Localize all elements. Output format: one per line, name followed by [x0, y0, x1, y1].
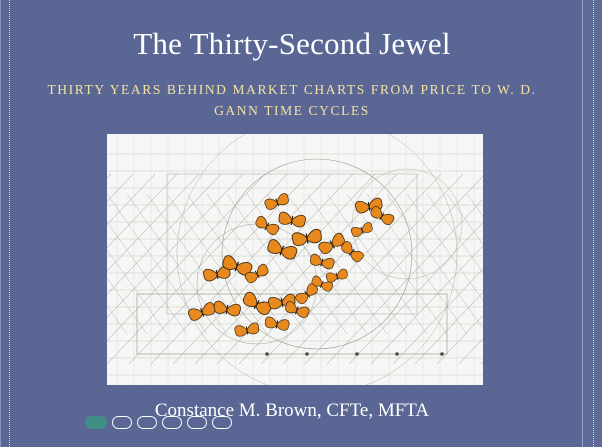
butterflies-geometry-drawing-icon [107, 134, 483, 385]
book-title: The Thirty-Second Jewel [133, 26, 451, 61]
book-subtitle: THIRTY YEARS BEHIND MARKET CHARTS FROM P… [47, 82, 537, 118]
pagination-dot-5[interactable] [187, 416, 207, 429]
cover-artwork [107, 134, 483, 385]
cover-edge-line [9, 0, 10, 447]
page-edge-line [593, 0, 594, 447]
book-cover: The Thirty-Second Jewel THIRTY YEARS BEH… [0, 0, 582, 447]
next-page-edge [582, 0, 602, 447]
pagination-dot-1[interactable] [85, 416, 107, 429]
carousel-pagination [85, 416, 232, 431]
pagination-dot-2[interactable] [112, 416, 132, 429]
pagination-dot-3[interactable] [137, 416, 157, 429]
pagination-dot-6[interactable] [212, 416, 232, 429]
pagination-dot-4[interactable] [162, 416, 182, 429]
book-author: Constance M. Brown, CFTe, MFTA [154, 400, 430, 421]
